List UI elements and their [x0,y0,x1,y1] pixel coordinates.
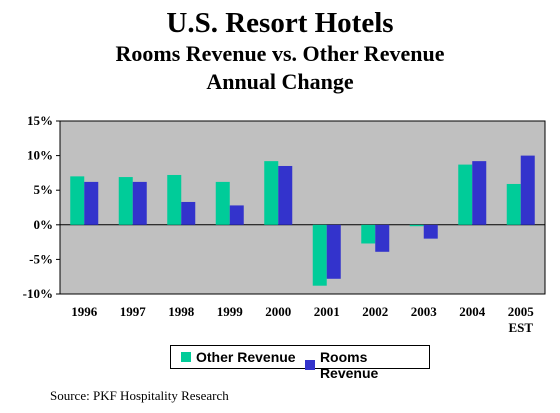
chart-title: U.S. Resort Hotels [166,7,394,39]
bar-other-revenue-2002 [361,224,376,244]
x-tick-label: 2002 [362,304,388,319]
bar-rooms-revenue-2004 [472,161,487,225]
x-tick-label: 1998 [168,304,195,319]
legend: Other Revenue Rooms Revenue [170,345,430,381]
bar-other-revenue-2004 [458,164,473,225]
legend-item-other-revenue: Other Revenue [181,349,296,365]
bar-rooms-revenue-1998 [181,201,196,225]
x-tick-label: 2000 [265,304,291,319]
source-note: Source: PKF Hospitality Research [50,388,229,403]
chart-subtitle-2: Annual Change [206,69,354,94]
chart-subtitle-1: Rooms Revenue vs. Other Revenue [115,41,445,66]
bar-other-revenue-1998 [167,174,182,225]
bar-other-revenue-2003 [409,224,424,227]
bar-rooms-revenue-2000 [278,165,293,225]
x-tick-label: 2004 [459,304,486,319]
x-tick-label: 1999 [217,304,244,319]
y-tick-label: -10% [23,286,53,301]
x-tick-sublabel: EST [508,320,533,335]
bar-other-revenue-2000 [264,161,279,225]
x-tick-label: 2005 [508,304,535,319]
legend-swatch-rooms-revenue [305,360,315,370]
y-tick-label: 0% [34,217,54,232]
y-tick-label: 15% [27,113,53,128]
x-tick-label: 2001 [314,304,340,319]
y-tick-label: 10% [27,148,53,163]
legend-label-rooms-revenue: Rooms Revenue [319,349,379,381]
x-tick-label: 2003 [411,304,438,319]
bar-other-revenue-1999 [215,181,230,225]
legend-label-other-revenue: Other Revenue [196,349,296,365]
y-tick-label: -5% [29,251,53,266]
bar-rooms-revenue-2001 [326,224,341,279]
bar-other-revenue-1996 [70,176,85,225]
x-tick-label: 1996 [71,304,98,319]
bar-rooms-revenue-1996 [84,181,99,225]
x-tick-label: 1997 [120,304,147,319]
y-tick-label: 5% [34,182,54,197]
bar-other-revenue-1997 [118,177,133,225]
bar-rooms-revenue-2002 [375,224,390,252]
bar-rooms-revenue-2003 [423,224,438,239]
bar-other-revenue-2001 [312,224,327,286]
bar-rooms-revenue-1999 [229,205,244,225]
bar-other-revenue-2005 [506,183,521,225]
title-block: U.S. Resort Hotels Rooms Revenue vs. Oth… [0,6,560,96]
legend-item-rooms-revenue: Rooms Revenue [305,349,429,381]
bar-rooms-revenue-2005 [520,155,535,225]
legend-swatch-other-revenue [181,352,191,362]
bar-rooms-revenue-1997 [132,181,147,225]
